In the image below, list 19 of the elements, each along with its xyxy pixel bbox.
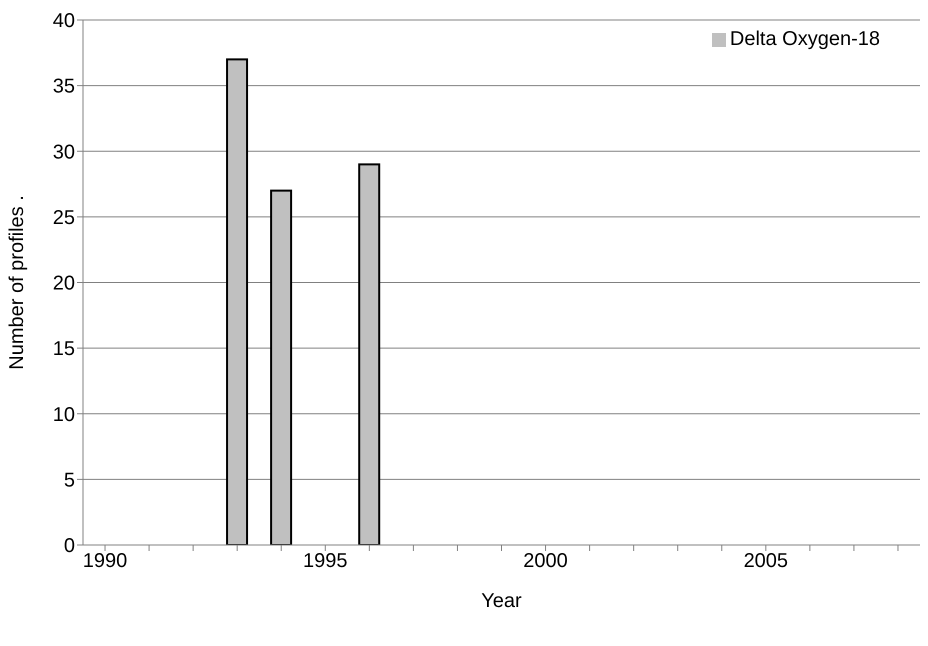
y-tick-label: 15 bbox=[52, 338, 75, 360]
y-tick-label: 35 bbox=[52, 76, 75, 98]
y-tick-label: 25 bbox=[52, 206, 75, 229]
bar bbox=[226, 58, 248, 545]
y-tick-label: 30 bbox=[52, 141, 75, 164]
bar bbox=[358, 163, 380, 545]
y-tick-label: 0 bbox=[64, 535, 75, 558]
y-tick-label: 20 bbox=[52, 272, 75, 295]
x-tick-label: 1990 bbox=[82, 550, 128, 572]
x-axis-title: Year bbox=[481, 590, 522, 612]
x-tick-label: 2000 bbox=[523, 550, 568, 572]
y-tick-label: 5 bbox=[64, 469, 75, 492]
y-axis-title: Number of profiles . bbox=[6, 195, 28, 370]
x-tick-label: 2005 bbox=[744, 550, 788, 572]
legend-label: Delta Oxygen-18 bbox=[730, 28, 880, 50]
x-tick-label: 1995 bbox=[303, 550, 348, 572]
y-tick-label: 40 bbox=[52, 10, 75, 32]
bar bbox=[270, 190, 292, 545]
y-tick-label: 10 bbox=[52, 404, 75, 426]
